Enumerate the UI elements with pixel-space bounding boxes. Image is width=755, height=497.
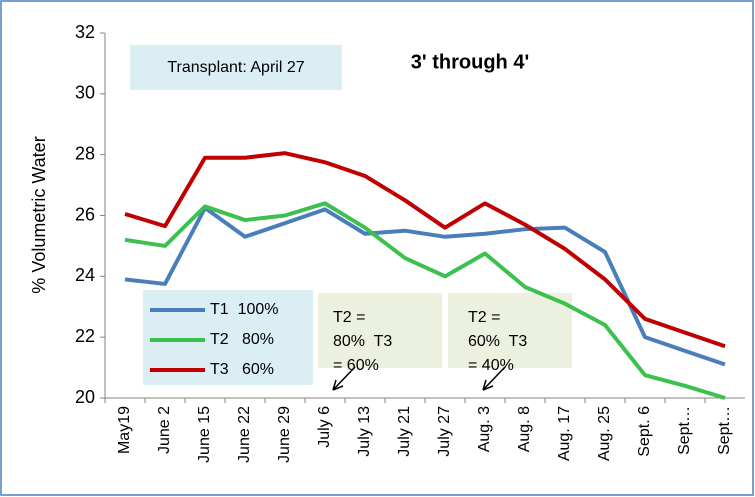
annotation-line: = 40% [468, 357, 514, 374]
annotation-line: = 60% [333, 357, 379, 374]
arrow-head [482, 379, 494, 391]
x-tick-label: June 2 [156, 406, 173, 454]
arrow-head [332, 379, 344, 391]
series-line [124, 201, 726, 400]
chart-title: 3' through 4' [411, 51, 529, 73]
annotation-line: 80% T3 [333, 333, 392, 350]
annotation: Transplant: April 27 [167, 59, 304, 76]
x-tick-label: July 27 [436, 406, 453, 457]
x-tick-label: June 15 [196, 406, 213, 463]
x-tick-label: July 21 [396, 406, 413, 457]
y-tick-label: 24 [75, 265, 95, 285]
y-tick-label: 32 [75, 22, 95, 42]
x-tick-label: Aug. 3 [476, 406, 493, 452]
annotation: T2 = 80% T3 = 60% [333, 309, 392, 374]
annotation-box [448, 293, 572, 368]
x-tick-label: May19 [116, 406, 133, 454]
y-tick-label: 20 [75, 387, 95, 407]
annotation-line: T2 = [468, 309, 500, 326]
arrow [482, 366, 506, 391]
annotation-line: 60% T3 [468, 333, 527, 350]
x-tick-label: June 29 [276, 406, 293, 463]
x-tick-label: Sept. 6 [636, 406, 653, 457]
series-line [124, 205, 726, 367]
legend-label: T3 60% [210, 361, 274, 378]
x-tick-label: Aug. 17 [556, 406, 573, 461]
annotation-box [318, 293, 442, 368]
y-tick-label: 28 [75, 143, 95, 163]
x-tick-label: June 22 [236, 406, 253, 463]
y-axis-label: % Volumetric Water [29, 136, 49, 293]
x-tick-label: Aug. 8 [516, 406, 533, 452]
annotation-box [130, 45, 342, 90]
x-tick-label: Sept… [716, 406, 733, 455]
y-tick-label: 30 [75, 83, 95, 103]
x-tick-label: July 6 [316, 406, 333, 448]
x-tick-label: July 13 [356, 406, 373, 457]
x-tick-label: Sept… [676, 406, 693, 455]
x-tick-label: Aug. 25 [596, 406, 613, 461]
series-line [124, 151, 726, 349]
annotation-line: T2 = [333, 309, 365, 326]
y-tick-label: 26 [75, 204, 95, 224]
y-tick-label: 22 [75, 326, 95, 346]
legend-label: T2 80% [210, 331, 274, 348]
arrow [332, 366, 356, 391]
legend-label: T1 100% [210, 301, 278, 318]
